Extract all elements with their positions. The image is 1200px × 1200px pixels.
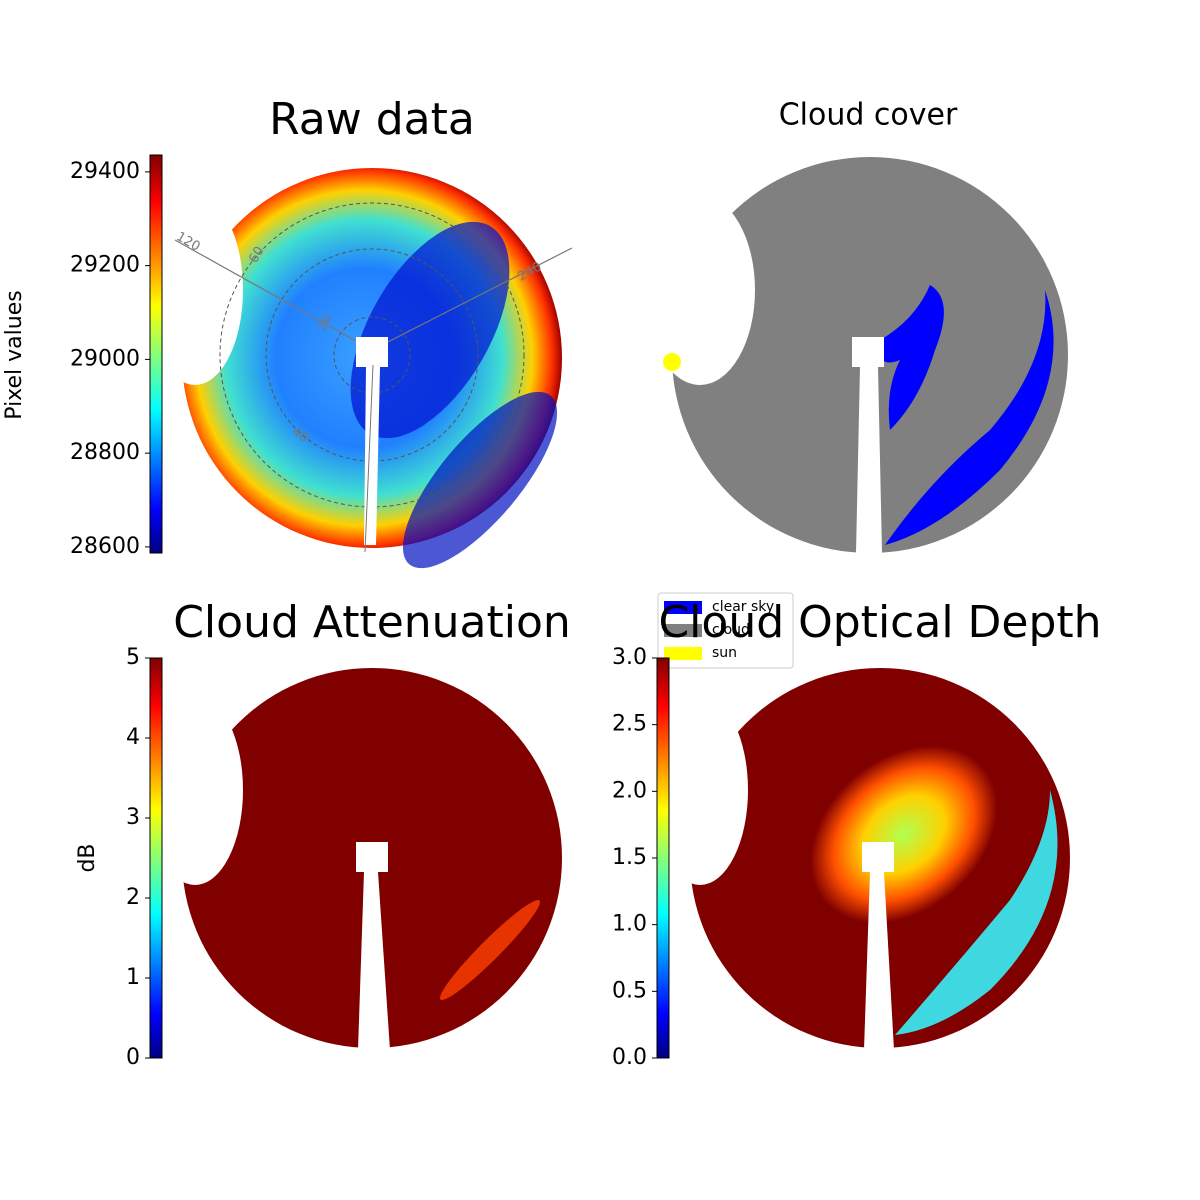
legend-label: clear sky: [712, 599, 774, 615]
colorbar-tick-label: 0: [126, 1045, 140, 1070]
colorbar-tick-label: 1: [126, 965, 140, 990]
legend-swatch: [664, 647, 702, 660]
polar-label: 60: [246, 244, 267, 266]
colorbar-tick-label: 2: [126, 885, 140, 910]
colorbar-tick-label: 2.5: [612, 712, 647, 737]
legend-swatch: [664, 624, 702, 637]
legend-label: cloud: [712, 622, 750, 638]
polar-label: 20: [314, 312, 335, 334]
colorbar: [656, 657, 670, 1059]
panel-title: Cloud Attenuation: [173, 597, 571, 648]
sun-marker: [663, 353, 681, 371]
colorbar-label: Pixel values: [2, 290, 27, 419]
panel-title: Raw data: [269, 94, 475, 145]
colorbar: [149, 154, 163, 554]
colorbar-tick-label: 3.0: [612, 645, 647, 670]
colorbar-tick-label: 3: [126, 805, 140, 830]
colorbar-tick-label: 28800: [70, 440, 140, 465]
colorbar: [149, 657, 163, 1059]
colorbar-tick-label: 2.0: [612, 778, 647, 803]
colorbar-tick-label: 29000: [70, 346, 140, 371]
colorbar-tick-label: 1.0: [612, 912, 647, 937]
colorbar-tick-label: 0.5: [612, 978, 647, 1003]
sky-images: [147, 157, 1070, 1050]
colorbar-label: dB: [75, 843, 100, 872]
colorbar-tick-label: 1.5: [612, 845, 647, 870]
legend-swatch: [664, 601, 702, 614]
colorbar-tick-label: 29400: [70, 159, 140, 184]
colorbar-tick-label: 29200: [70, 253, 140, 278]
colorbar-tick-label: 5: [126, 645, 140, 670]
panel-title: Cloud cover: [779, 98, 958, 133]
colorbar-tick-label: 4: [126, 725, 140, 750]
legend-label: sun: [712, 645, 737, 661]
panel-title: Cloud Optical Depth: [658, 597, 1101, 648]
colorbar-tick-label: 28600: [70, 534, 140, 559]
colorbar-tick-label: 0.0: [612, 1045, 647, 1070]
